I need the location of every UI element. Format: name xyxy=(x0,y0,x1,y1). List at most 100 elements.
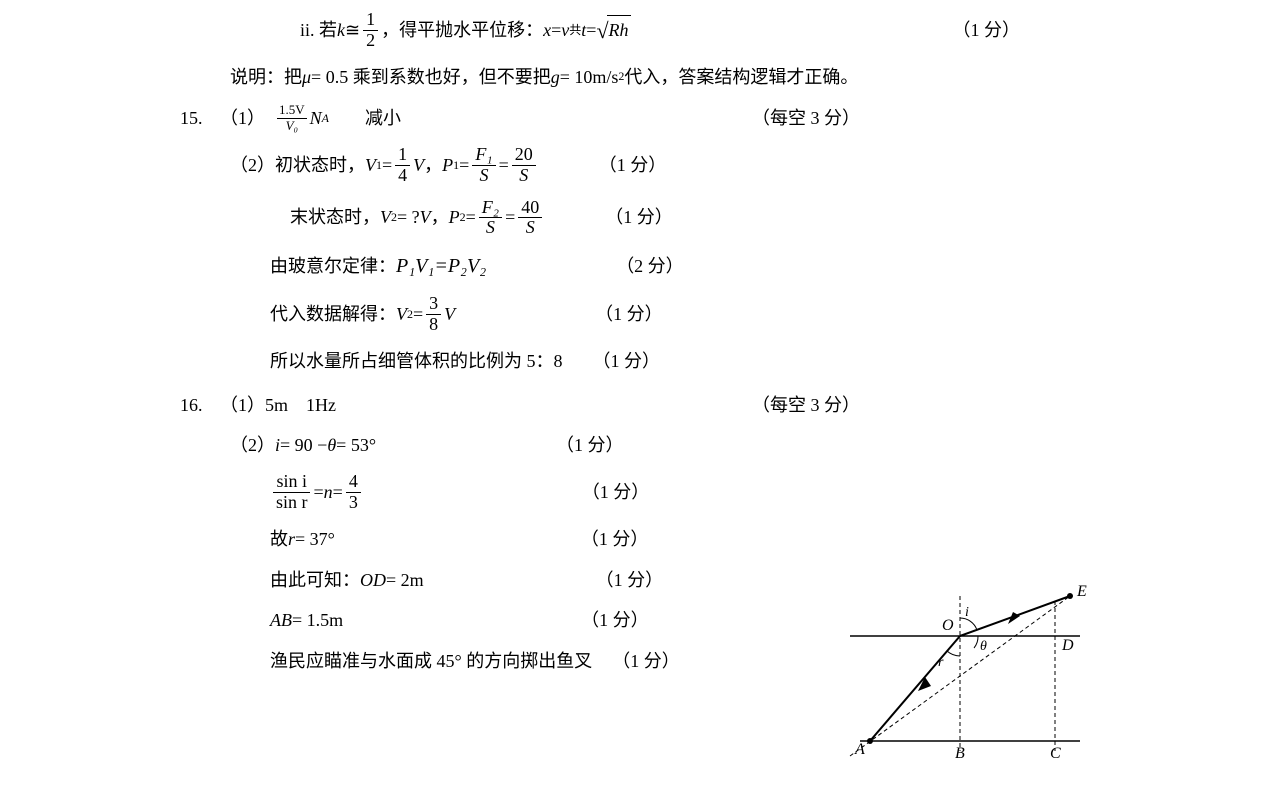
eq: = 90 − xyxy=(280,431,327,460)
text: = 10m/s xyxy=(560,63,619,92)
eq: = 37° xyxy=(295,525,335,554)
svg-text:C: C xyxy=(1050,745,1061,762)
text: ，得平抛水平位移： xyxy=(381,16,543,45)
text: （1） xyxy=(220,104,265,133)
eq: = xyxy=(314,478,324,507)
eq: = xyxy=(551,16,561,45)
var-k: k xyxy=(337,16,345,45)
var-v: v xyxy=(561,16,569,45)
eq: = xyxy=(466,203,476,232)
text: 减小 xyxy=(329,104,401,133)
svg-text:i: i xyxy=(965,605,969,620)
eq: = 1.5m xyxy=(292,606,343,635)
frac: F₂ S xyxy=(479,198,502,239)
text: 由玻意尔定律： xyxy=(270,252,396,281)
svg-text:D: D xyxy=(1061,637,1074,654)
q15-p2a: （2）初状态时， V 1 = 1 4 V ， P 1 = F₁ S = 20 S… xyxy=(180,145,1100,186)
q15-p2b: 末状态时， V 2 = ? V ， P 2 = F₂ S = 40 S （1 分… xyxy=(180,198,1100,239)
comma: ， xyxy=(431,203,449,232)
var: V xyxy=(413,151,424,180)
eq: = xyxy=(382,151,392,180)
q16-p1: 16. （1）5m 1Hz （每空 3 分） xyxy=(180,391,1100,420)
text: 所以水量所占细管体积的比例为 5：8 xyxy=(270,347,563,376)
frac: 20 S xyxy=(512,145,536,186)
op: ≅ xyxy=(345,16,360,45)
eq: = xyxy=(586,16,596,45)
frac: 3 8 xyxy=(426,294,441,335)
eq: = xyxy=(333,478,343,507)
eq: = xyxy=(413,300,423,329)
text: 说明：把 xyxy=(230,63,302,92)
text: 代入，答案结构逻辑才正确。 xyxy=(624,63,858,92)
eq: = xyxy=(505,203,515,232)
var: P xyxy=(449,203,460,232)
text: 渔民应瞄准与水面成 45° 的方向掷出鱼叉 xyxy=(270,647,592,676)
text: （2）初状态时， xyxy=(230,151,365,180)
line-ii: ii. 若 k ≅ 1 2 ，得平抛水平位移： x = v 共 t = √ Rh… xyxy=(180,10,1100,51)
svg-text:θ: θ xyxy=(980,639,987,654)
var: P xyxy=(442,151,453,180)
q16-p2b: sin i sin r = n = 4 3 （1 分） xyxy=(180,472,1100,513)
eq: = 2m xyxy=(386,566,424,595)
q15-p2d: 代入数据解得： V 2 = 3 8 V （1 分） xyxy=(180,294,1100,335)
score: （1 分） xyxy=(581,525,649,554)
score: （每空 3 分） xyxy=(752,104,1100,133)
svg-text:r: r xyxy=(938,655,944,670)
text: （2） xyxy=(230,431,275,460)
svg-text:B: B xyxy=(955,745,965,762)
var-n: n xyxy=(324,478,333,507)
sub: A xyxy=(322,109,329,128)
eq: P₁V₁=P₂V₂ xyxy=(396,250,486,282)
var-N: N xyxy=(310,104,322,133)
comma: ， xyxy=(424,151,442,180)
text: = 0.5 乘到系数也好，但不要把 xyxy=(311,63,551,92)
score: （1 分） xyxy=(596,566,664,595)
qnum: 16. xyxy=(180,391,220,420)
var-x: x xyxy=(543,16,551,45)
var-theta: θ xyxy=(327,431,336,460)
frac: F₁ S xyxy=(472,145,495,186)
text: （1）5m 1Hz xyxy=(220,391,336,420)
text: 末状态时， xyxy=(290,203,380,232)
score: （1 分） xyxy=(582,478,650,507)
score: （每空 3 分） xyxy=(752,391,1100,420)
qnum: 15. xyxy=(180,104,220,133)
q16-p2a: （2） i = 90 − θ = 53° （1 分） xyxy=(180,431,1100,460)
eq: = ? xyxy=(397,203,420,232)
var-g: g xyxy=(551,63,560,92)
q15-p2e: 所以水量所占细管体积的比例为 5：8 （1 分） xyxy=(180,347,1100,376)
score: （1 分） xyxy=(599,151,667,180)
frac-half: 1 2 xyxy=(363,10,378,51)
text: ii. 若 xyxy=(300,16,337,45)
text: 故 xyxy=(270,525,288,554)
frac: 40 S xyxy=(518,198,542,239)
score: （1 分） xyxy=(595,300,663,329)
svg-text:E: E xyxy=(1076,583,1087,600)
score: （1 分） xyxy=(612,647,680,676)
score: （2 分） xyxy=(616,252,684,281)
var-AB: AB xyxy=(270,606,292,635)
var: V xyxy=(420,203,431,232)
var: V xyxy=(380,203,391,232)
var: V xyxy=(444,300,455,329)
note-line: 说明：把 μ = 0.5 乘到系数也好，但不要把 g = 10m/s 2 代入，… xyxy=(180,63,1100,92)
refraction-diagram: A B C D E O i θ r xyxy=(830,566,1110,766)
svg-text:O: O xyxy=(942,617,954,634)
var: V xyxy=(396,300,407,329)
frac: 4 3 xyxy=(346,472,361,513)
score: （1 分） xyxy=(556,431,624,460)
frac: 1.5V V₀ xyxy=(277,103,307,133)
sub: 共 xyxy=(569,21,581,40)
eq: = xyxy=(499,151,509,180)
text: 代入数据解得： xyxy=(270,300,396,329)
q15-p2c: 由玻意尔定律： P₁V₁=P₂V₂ （2 分） xyxy=(180,250,1100,282)
score: （1 分） xyxy=(581,606,649,635)
var-OD: OD xyxy=(360,566,386,595)
q15-p1: 15. （1） 1.5V V₀ N A 减小 （每空 3 分） xyxy=(180,103,1100,133)
var-mu: μ xyxy=(302,63,311,92)
var-r: r xyxy=(288,525,295,554)
frac: sin i sin r xyxy=(273,472,311,513)
svg-text:A: A xyxy=(854,741,865,758)
score: （1 分） xyxy=(593,347,661,376)
eq: = xyxy=(459,151,469,180)
